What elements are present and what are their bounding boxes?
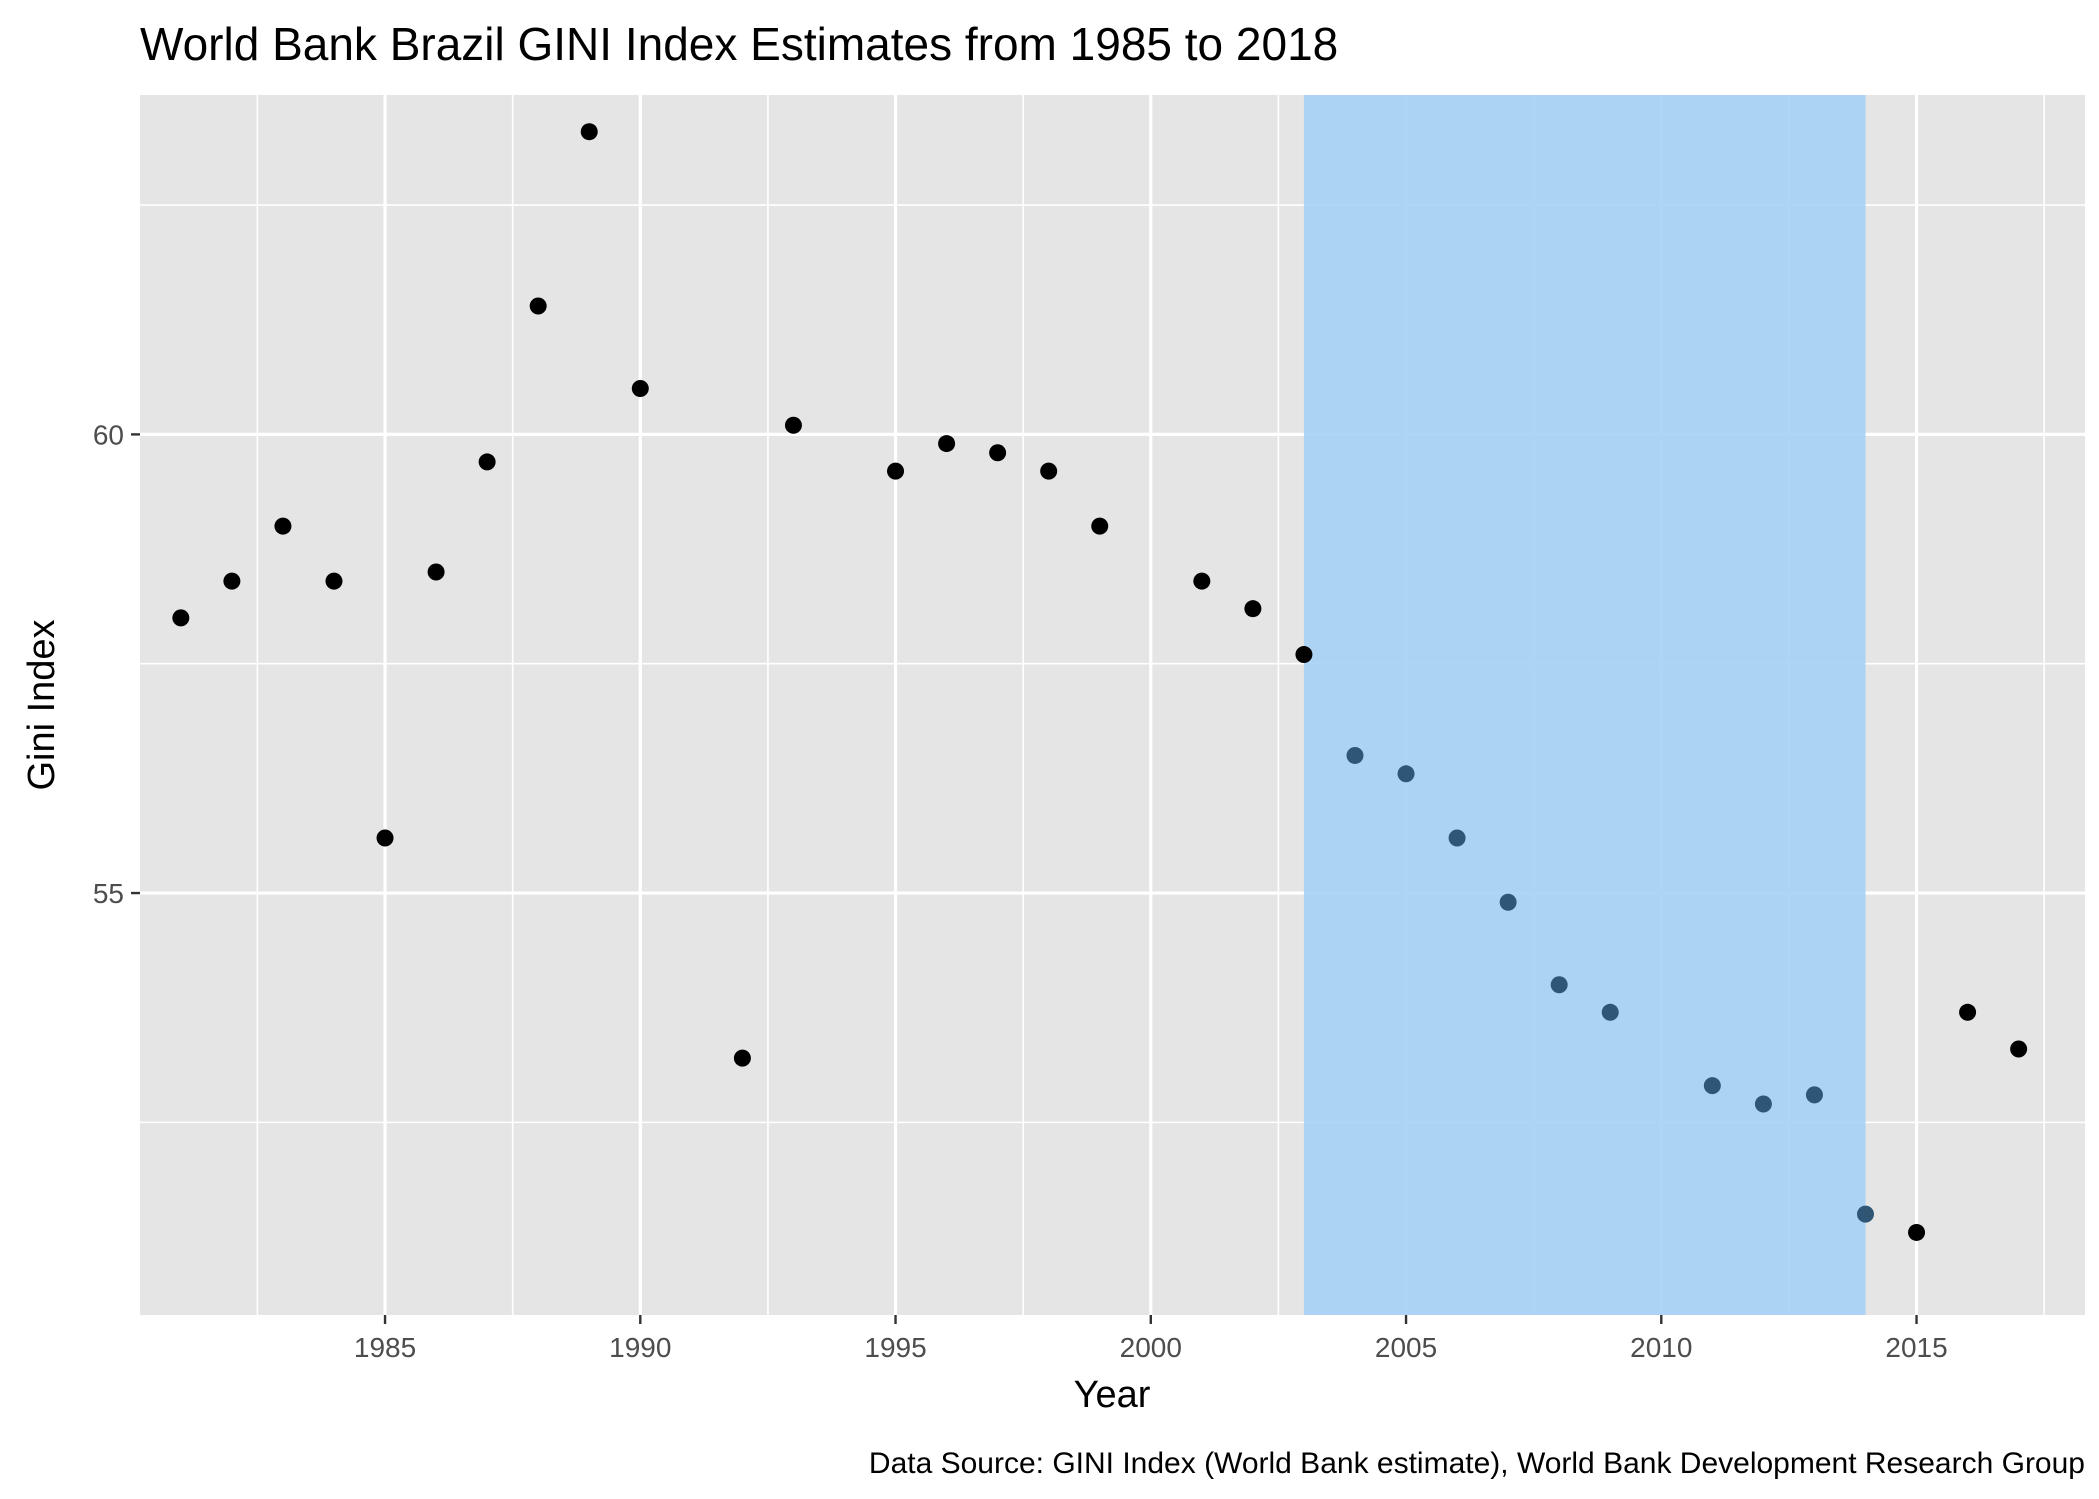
data-point-2002 [1244, 600, 1262, 618]
data-point-1989 [580, 123, 598, 141]
chart-title: World Bank Brazil GINI Index Estimates f… [140, 18, 1338, 70]
data-point-2003 [1295, 646, 1313, 664]
x-axis-title: Year [1074, 1374, 1151, 1416]
data-point-2012 [1754, 1095, 1772, 1113]
data-point-2006 [1448, 829, 1466, 847]
x-tick-label-2015: 2015 [1885, 1332, 1947, 1363]
x-tick-label-2000: 2000 [1120, 1332, 1182, 1363]
data-point-1993 [784, 416, 802, 434]
data-point-2011 [1703, 1077, 1721, 1095]
data-point-2001 [1193, 572, 1211, 590]
y-axis-title: Gini Index [21, 619, 63, 790]
data-point-2009 [1601, 1003, 1619, 1021]
data-source-caption: Data Source: GINI Index (World Bank esti… [869, 1447, 2085, 1480]
data-point-1998 [1040, 462, 1058, 480]
data-point-2015 [1908, 1223, 1926, 1241]
data-point-2016 [1959, 1003, 1977, 1021]
x-tick-label-1995: 1995 [864, 1332, 926, 1363]
y-tick-label-55: 55 [93, 878, 124, 909]
x-axis-ticks: 1985 1990 1995 2000 2005 2010 2015 [354, 1315, 1948, 1363]
data-point-2014 [1856, 1205, 1874, 1223]
x-tick-label-1990: 1990 [609, 1332, 671, 1363]
data-point-1996 [938, 435, 956, 453]
data-point-1997 [989, 444, 1007, 462]
data-point-1999 [1091, 517, 1109, 535]
data-point-1988 [529, 297, 547, 315]
data-point-1982 [223, 572, 241, 590]
y-tick-label-60: 60 [93, 419, 124, 450]
data-point-2007 [1499, 893, 1517, 911]
data-point-1985 [376, 829, 394, 847]
data-point-1986 [427, 563, 445, 581]
data-point-2017 [2010, 1040, 2028, 1058]
data-point-1995 [887, 462, 905, 480]
y-axis-ticks: 55 60 [93, 419, 140, 909]
data-point-1983 [274, 517, 292, 535]
highlight-region [1303, 95, 1866, 1315]
data-point-1984 [325, 572, 343, 590]
x-tick-label-1985: 1985 [354, 1332, 416, 1363]
data-point-1992 [733, 1049, 751, 1067]
data-point-1987 [478, 453, 496, 471]
data-points [172, 123, 2028, 1241]
data-point-2008 [1550, 976, 1568, 994]
data-point-1990 [631, 380, 649, 398]
data-point-2005 [1397, 765, 1415, 783]
x-tick-label-2010: 2010 [1630, 1332, 1692, 1363]
data-point-1981 [172, 609, 190, 627]
x-tick-label-2005: 2005 [1375, 1332, 1437, 1363]
data-point-2013 [1805, 1086, 1823, 1104]
data-point-2004 [1346, 746, 1364, 764]
